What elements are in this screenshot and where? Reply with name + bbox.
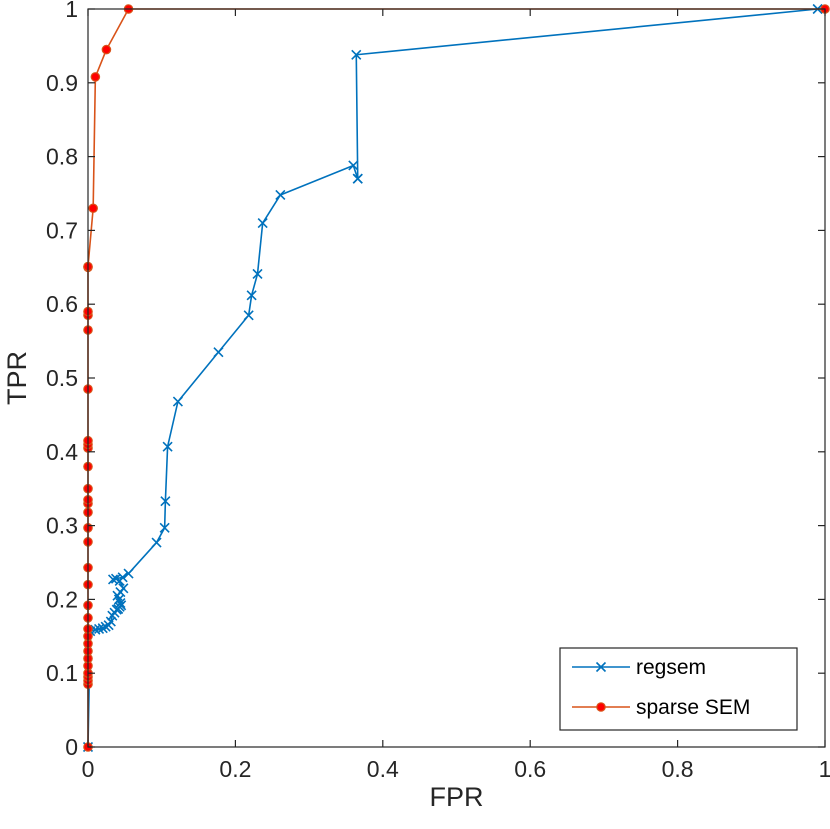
data-point-regsem [105,616,116,627]
legend-label-sparse-sem: sparse SEM [636,696,750,719]
data-point-regsem [252,268,263,280]
legend: regsem sparse SEM [559,647,798,731]
legend-box [559,647,798,731]
data-point-regsem [172,396,183,407]
y-tick-label: 0.4 [46,439,78,465]
data-point-regsem [246,290,257,301]
legend-label-regsem: regsem [636,656,706,679]
data-point-sparse-sem [90,72,101,82]
legend-marker-sparse-sem [596,702,606,712]
y-axis-label: TPR [2,351,32,405]
legend-entry-regsem: regsem [572,656,706,679]
y-tick-label: 1 [65,0,78,22]
x-tick-label: 0.6 [514,756,546,782]
data-point-regsem [107,574,119,585]
x-tick-label: 0.2 [219,756,251,782]
series-regsem [82,3,823,753]
y-tick-label: 0.5 [46,365,78,391]
data-point-regsem [118,583,129,594]
data-point-regsem [162,441,173,452]
data-point-regsem [351,49,362,60]
data-point-regsem [160,496,171,507]
data-point-sparse-sem [88,203,98,214]
x-axis-label: FPR [430,782,484,812]
y-tick-label: 0 [65,734,78,760]
data-point-regsem [275,189,286,201]
x-tick-label: 0 [82,756,95,782]
legend-marker-symbol [595,661,607,673]
data-point-regsem [348,160,359,171]
y-tick-label: 0.9 [46,70,78,96]
data-point-regsem [213,347,224,358]
y-tick-label: 0.3 [46,513,78,539]
data-point-regsem [116,600,127,611]
legend-entry-sparse-sem: sparse SEM [572,696,750,719]
data-point-regsem [151,537,162,548]
y-tick-label: 0.7 [46,217,78,243]
legend-marker-regsem [595,661,607,673]
y-tick-label: 0.1 [46,660,78,686]
plot-background [88,9,825,747]
y-tick-label: 0.8 [46,144,78,170]
data-point-regsem [93,623,105,634]
x-tick-label: 0.4 [367,756,399,782]
axes-layer: 0 0.2 0.4 0.6 0.8 1 0 0.1 0.2 0.3 0.4 0.5 0.6 0.7 0.8 0… [46,0,830,782]
data-point-regsem [123,568,134,579]
legend-marker-symbol [596,702,606,712]
data-point-regsem [117,572,128,583]
data-point-regsem [352,173,363,184]
y-tick-label: 0.2 [46,586,78,612]
data-point-regsem [97,623,108,634]
data-point-regsem [243,310,254,321]
x-tick-label: 1 [819,756,830,782]
data-point-regsem [159,522,170,533]
plot-area [88,9,825,747]
data-point-sparse-sem [101,44,112,55]
data-point-regsem [257,217,268,229]
y-tick-label: 0.6 [46,291,78,317]
x-tick-label: 0.8 [662,756,694,782]
